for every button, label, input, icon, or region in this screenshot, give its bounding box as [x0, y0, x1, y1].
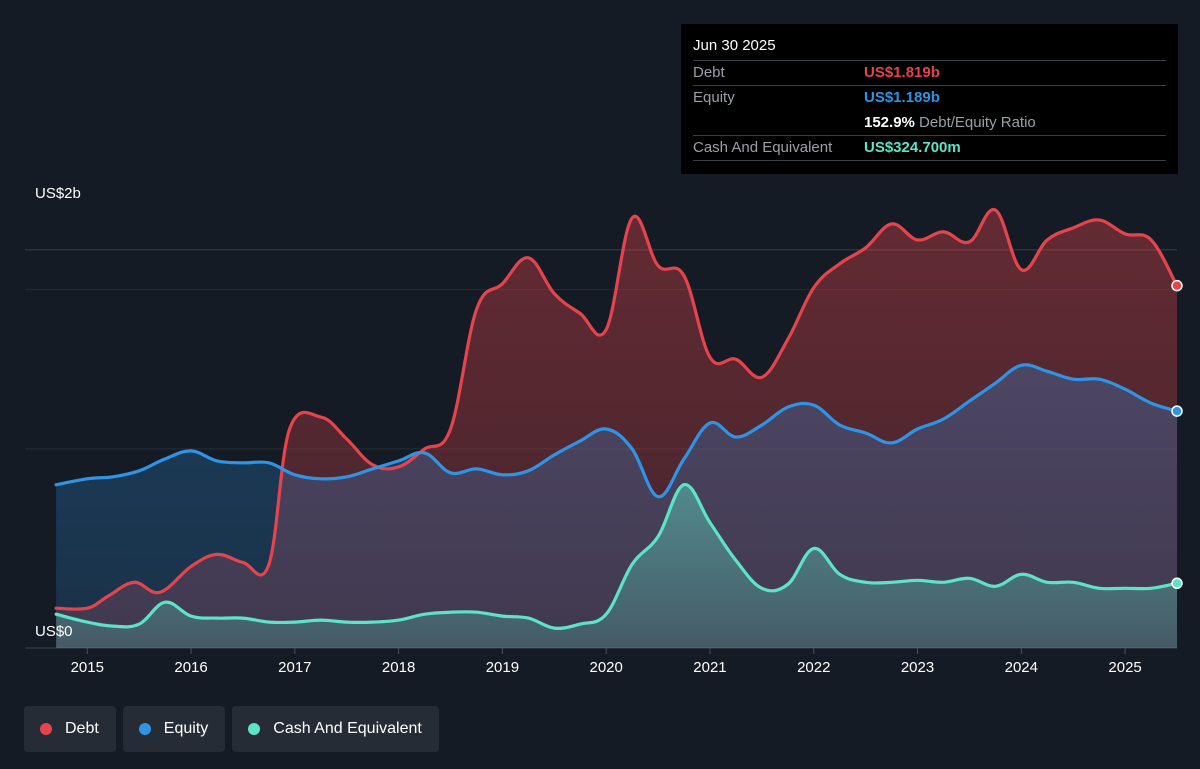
x-tick-label: 2023 — [901, 659, 934, 676]
x-tick-label: 2016 — [174, 659, 207, 676]
legend-item-cash[interactable]: Cash And Equivalent — [232, 706, 439, 752]
debt-equity-history-chart: 2015 2016 2017 2018 2019 2020 2021 2022 2023 2024… — [25, 185, 1183, 676]
tooltip-date: Jun 30 2025 — [693, 37, 776, 54]
equity-endpoint-marker[interactable] — [1171, 405, 1183, 417]
chart-legend: Debt Equity Cash And Equivalent — [24, 706, 439, 752]
x-tick-label: 2018 — [382, 659, 415, 676]
tooltip-row-ratio: 152.9% Debt/Equity Ratio — [693, 110, 1166, 135]
tooltip-row-cash: Cash And Equivalent US$324.700m — [693, 135, 1166, 161]
legend-label-equity: Equity — [163, 720, 209, 737]
x-tick-label: 2015 — [71, 659, 104, 676]
tooltip-equity-value: US$1.189b — [864, 89, 940, 106]
debt-dot-icon — [40, 723, 52, 735]
cash-area — [56, 484, 1178, 648]
legend-label-debt: Debt — [65, 720, 99, 737]
tooltip-cash-label: Cash And Equivalent — [693, 139, 833, 156]
tooltip-ratio-value: 152.9% — [864, 114, 915, 131]
y-axis-label-zero: US$0 — [35, 623, 73, 640]
x-tick-label: 2020 — [590, 659, 623, 676]
cash-line — [54, 483, 1179, 630]
x-tick-label: 2025 — [1108, 659, 1141, 676]
cash-endpoint-marker[interactable] — [1171, 577, 1183, 590]
data-tooltip: Jun 30 2025 Debt US$1.819b Equity US$1.1… — [681, 24, 1178, 174]
debt-endpoint-marker[interactable] — [1171, 279, 1183, 292]
equity-line — [54, 363, 1179, 499]
tooltip-equity-label: Equity — [693, 89, 735, 106]
tooltip-row-debt: Debt US$1.819b — [693, 60, 1166, 85]
legend-item-equity[interactable]: Equity — [122, 706, 226, 752]
tooltip-ratio-label: Debt/Equity Ratio — [919, 114, 1036, 131]
x-tick-label: 2022 — [797, 659, 830, 676]
legend-label-cash: Cash And Equivalent — [273, 720, 422, 737]
x-tick-label: 2021 — [693, 659, 726, 676]
cash-dot-icon — [248, 723, 261, 735]
tooltip-ratio: 152.9% Debt/Equity Ratio — [864, 111, 1036, 135]
equity-dot-icon — [138, 723, 151, 735]
debt-line — [54, 208, 1179, 611]
x-tick-label: 2024 — [1005, 659, 1038, 676]
x-tick-label: 2019 — [486, 659, 519, 676]
legend-item-debt[interactable]: Debt — [24, 706, 116, 752]
tooltip-debt-value: US$1.819b — [864, 64, 940, 81]
tooltip-debt-label: Debt — [693, 64, 725, 81]
x-tick-label: 2017 — [278, 659, 311, 676]
tooltip-cash-value: US$324.700m — [864, 139, 961, 156]
tooltip-row-equity: Equity US$1.189b — [693, 85, 1166, 110]
equity-area — [56, 364, 1178, 648]
y-axis-label-max: US$2b — [35, 185, 81, 202]
